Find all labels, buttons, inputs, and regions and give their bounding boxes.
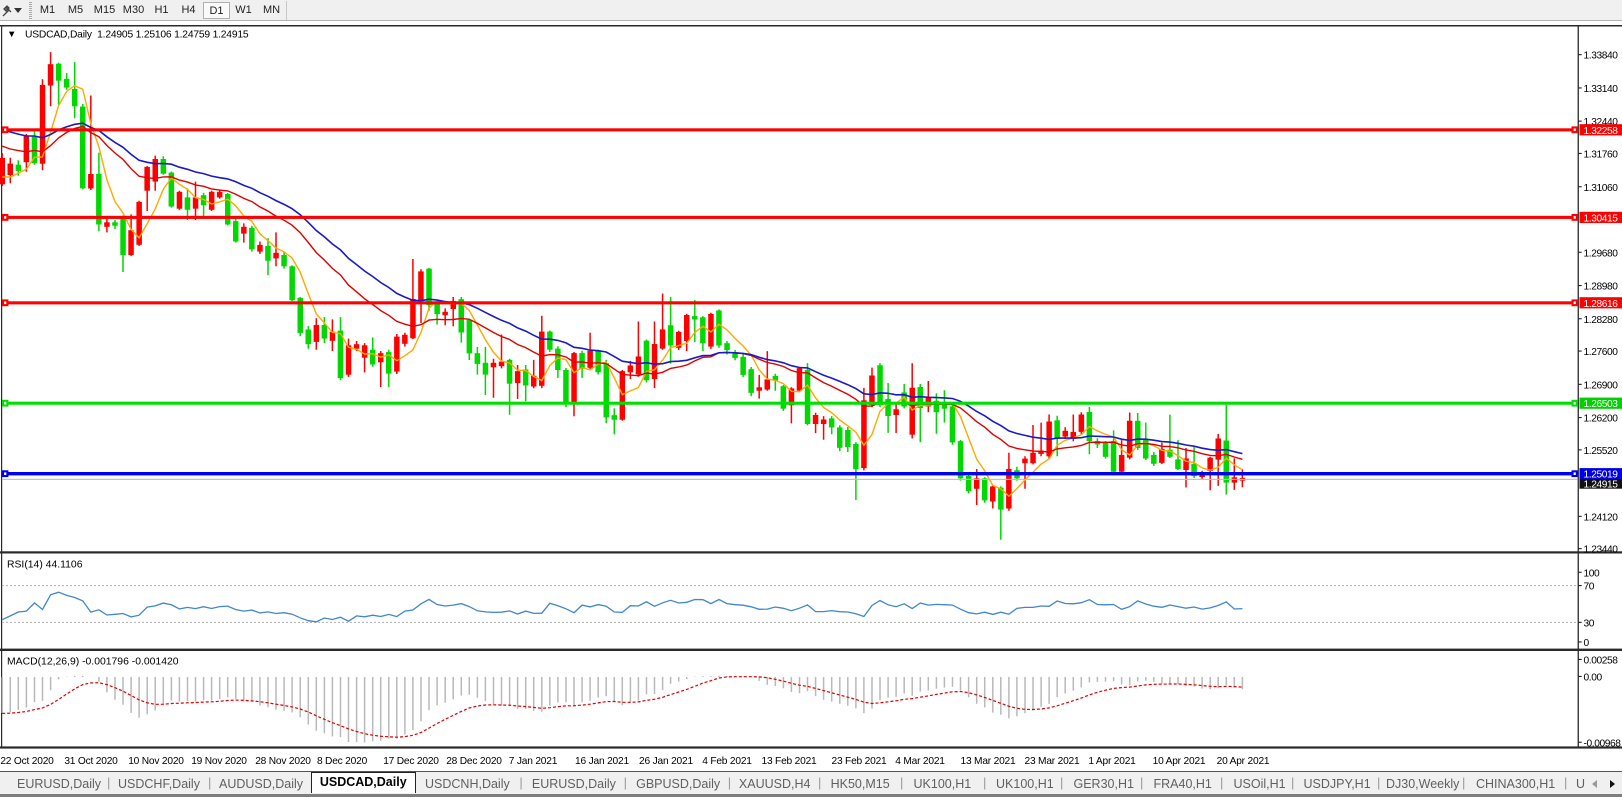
svg-text:1.26503: 1.26503: [1584, 399, 1619, 410]
svg-text:1 Apr 2021: 1 Apr 2021: [1088, 756, 1136, 767]
svg-text:1.24915: 1.24915: [1584, 479, 1619, 490]
svg-text:23 Feb 2021: 23 Feb 2021: [831, 756, 887, 767]
svg-text:1.31060: 1.31060: [1584, 183, 1619, 194]
svg-text:30: 30: [1584, 618, 1595, 629]
svg-text:1.26900: 1.26900: [1584, 380, 1619, 391]
svg-text:16 Jan 2021: 16 Jan 2021: [575, 756, 629, 767]
svg-text:1.33140: 1.33140: [1584, 84, 1619, 95]
svg-text:1.32440: 1.32440: [1584, 117, 1619, 128]
svg-text:0: 0: [1584, 638, 1590, 649]
svg-text:0.00258: 0.00258: [1584, 656, 1619, 667]
svg-text:1.27600: 1.27600: [1584, 347, 1619, 358]
svg-text:1.24120: 1.24120: [1584, 512, 1619, 523]
svg-text:10 Apr 2021: 10 Apr 2021: [1153, 756, 1206, 767]
svg-text:1.26200: 1.26200: [1584, 414, 1619, 425]
svg-text:4 Feb 2021: 4 Feb 2021: [702, 756, 752, 767]
svg-text:1.33840: 1.33840: [1584, 51, 1619, 62]
svg-text:▼: ▼: [7, 29, 16, 40]
svg-text:MACD(12,26,9) -0.001796 -0.001: MACD(12,26,9) -0.001796 -0.001420: [7, 657, 179, 668]
svg-text:19 Nov 2020: 19 Nov 2020: [191, 756, 247, 767]
svg-text:70: 70: [1584, 582, 1595, 593]
svg-text:-0.00968: -0.00968: [1584, 738, 1622, 749]
svg-text:13 Feb 2021: 13 Feb 2021: [761, 756, 817, 767]
svg-text:26 Jan 2021: 26 Jan 2021: [639, 756, 693, 767]
svg-text:1.29680: 1.29680: [1584, 248, 1619, 259]
svg-text:1.31760: 1.31760: [1584, 150, 1619, 161]
svg-text:28 Dec 2020: 28 Dec 2020: [446, 756, 502, 767]
svg-text:0.00: 0.00: [1584, 673, 1603, 684]
svg-text:10 Nov 2020: 10 Nov 2020: [128, 756, 184, 767]
svg-text:13 Mar 2021: 13 Mar 2021: [960, 756, 1016, 767]
svg-text:1.28616: 1.28616: [1584, 299, 1619, 310]
svg-text:7 Jan 2021: 7 Jan 2021: [509, 756, 558, 767]
svg-text:23 Mar 2021: 23 Mar 2021: [1024, 756, 1080, 767]
svg-text:USDCAD,Daily 1.24905 1.25106: USDCAD,Daily 1.24905 1.25106 1.24759 1.2…: [25, 30, 249, 41]
svg-text:1.30415: 1.30415: [1584, 213, 1619, 224]
svg-text:8 Dec 2020: 8 Dec 2020: [317, 756, 368, 767]
svg-text:20 Apr 2021: 20 Apr 2021: [1217, 756, 1270, 767]
svg-text:1.25520: 1.25520: [1584, 446, 1619, 457]
svg-text:31 Oct 2020: 31 Oct 2020: [64, 756, 118, 767]
svg-text:28 Nov 2020: 28 Nov 2020: [255, 756, 311, 767]
svg-text:1.32258: 1.32258: [1584, 126, 1619, 137]
svg-text:1.25019: 1.25019: [1584, 470, 1619, 481]
svg-text:22 Oct 2020: 22 Oct 2020: [0, 756, 54, 767]
svg-text:100: 100: [1584, 568, 1601, 579]
svg-text:17 Dec 2020: 17 Dec 2020: [383, 756, 439, 767]
svg-text:RSI(14) 44.1106: RSI(14) 44.1106: [7, 560, 83, 571]
svg-text:1.28280: 1.28280: [1584, 315, 1619, 326]
svg-text:1.28980: 1.28980: [1584, 282, 1619, 293]
svg-text:4 Mar 2021: 4 Mar 2021: [895, 756, 945, 767]
svg-text:1.23440: 1.23440: [1584, 545, 1619, 556]
